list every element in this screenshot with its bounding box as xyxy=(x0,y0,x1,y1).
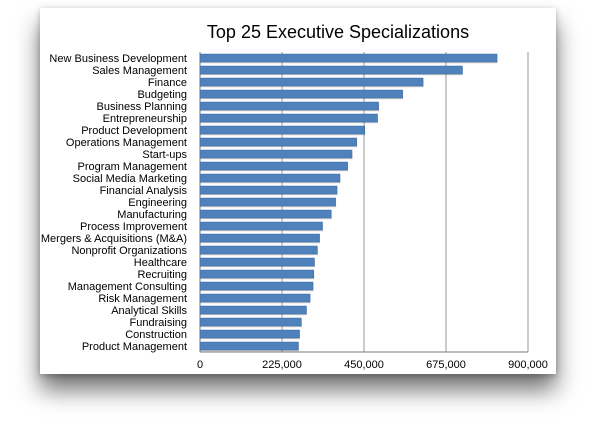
category-label: Healthcare xyxy=(134,257,187,269)
category-label: Product Development xyxy=(81,125,187,137)
category-label: Sales Management xyxy=(92,65,187,77)
bar xyxy=(199,341,299,351)
category-label: Budgeting xyxy=(137,89,187,101)
chart-card: Top 25 Executive Specializations New Bus… xyxy=(40,8,556,374)
x-tick-label: 900,000 xyxy=(508,359,548,371)
category-label: Manufacturing xyxy=(117,209,187,221)
category-label: Construction xyxy=(125,329,187,341)
bar xyxy=(199,221,323,231)
bar xyxy=(199,149,353,159)
bar xyxy=(199,113,378,123)
bar xyxy=(199,65,463,75)
chart-title: Top 25 Executive Specializations xyxy=(207,22,469,42)
bar xyxy=(199,257,315,267)
category-label: Financial Analysis xyxy=(100,185,188,197)
x-tick-label: 225,000 xyxy=(262,359,302,371)
bar xyxy=(199,305,307,315)
category-label: Analytical Skills xyxy=(111,305,187,317)
bar xyxy=(199,245,318,255)
bars xyxy=(199,53,498,352)
bar xyxy=(199,329,300,339)
bar xyxy=(199,233,320,243)
bar xyxy=(199,137,357,147)
bar-chart: Top 25 Executive Specializations New Bus… xyxy=(41,22,548,371)
category-label: Business Planning xyxy=(96,101,187,113)
bar xyxy=(199,317,302,327)
category-label: Recruiting xyxy=(137,269,187,281)
bar xyxy=(199,209,332,219)
bar xyxy=(199,89,403,99)
bar xyxy=(199,197,336,207)
x-tick-label: 0 xyxy=(197,359,203,371)
x-tick-label: 675,000 xyxy=(426,359,466,371)
bar xyxy=(199,125,365,135)
bar xyxy=(199,101,379,111)
category-label: Entrepreneurship xyxy=(103,113,187,125)
category-label: Product Management xyxy=(82,341,187,353)
category-label: Operations Management xyxy=(66,137,187,149)
bar xyxy=(199,293,311,303)
bar xyxy=(199,173,341,183)
category-label: Social Media Marketing xyxy=(73,173,187,185)
category-label: Mergers & Acquisitions (M&A) xyxy=(41,233,187,245)
category-label: Process Improvement xyxy=(80,221,187,233)
bar xyxy=(199,269,314,279)
category-label: Finance xyxy=(148,77,187,89)
category-label: Management Consulting xyxy=(68,281,187,293)
bar xyxy=(199,185,338,195)
category-label: New Business Development xyxy=(49,53,187,65)
category-label: Program Management xyxy=(78,161,187,173)
category-label: Risk Management xyxy=(98,293,187,305)
x-tick-label: 450,000 xyxy=(344,359,384,371)
category-label: Start-ups xyxy=(142,149,187,161)
x-tick-labels: 0 225,000 450,000 675,000 900,000 xyxy=(197,359,548,371)
category-label: Engineering xyxy=(128,197,187,209)
bar xyxy=(199,281,314,291)
bar xyxy=(199,77,424,87)
bar xyxy=(199,53,498,63)
bar xyxy=(199,161,348,171)
category-label: Nonprofit Organizations xyxy=(71,245,187,257)
category-label: Fundraising xyxy=(130,317,187,329)
